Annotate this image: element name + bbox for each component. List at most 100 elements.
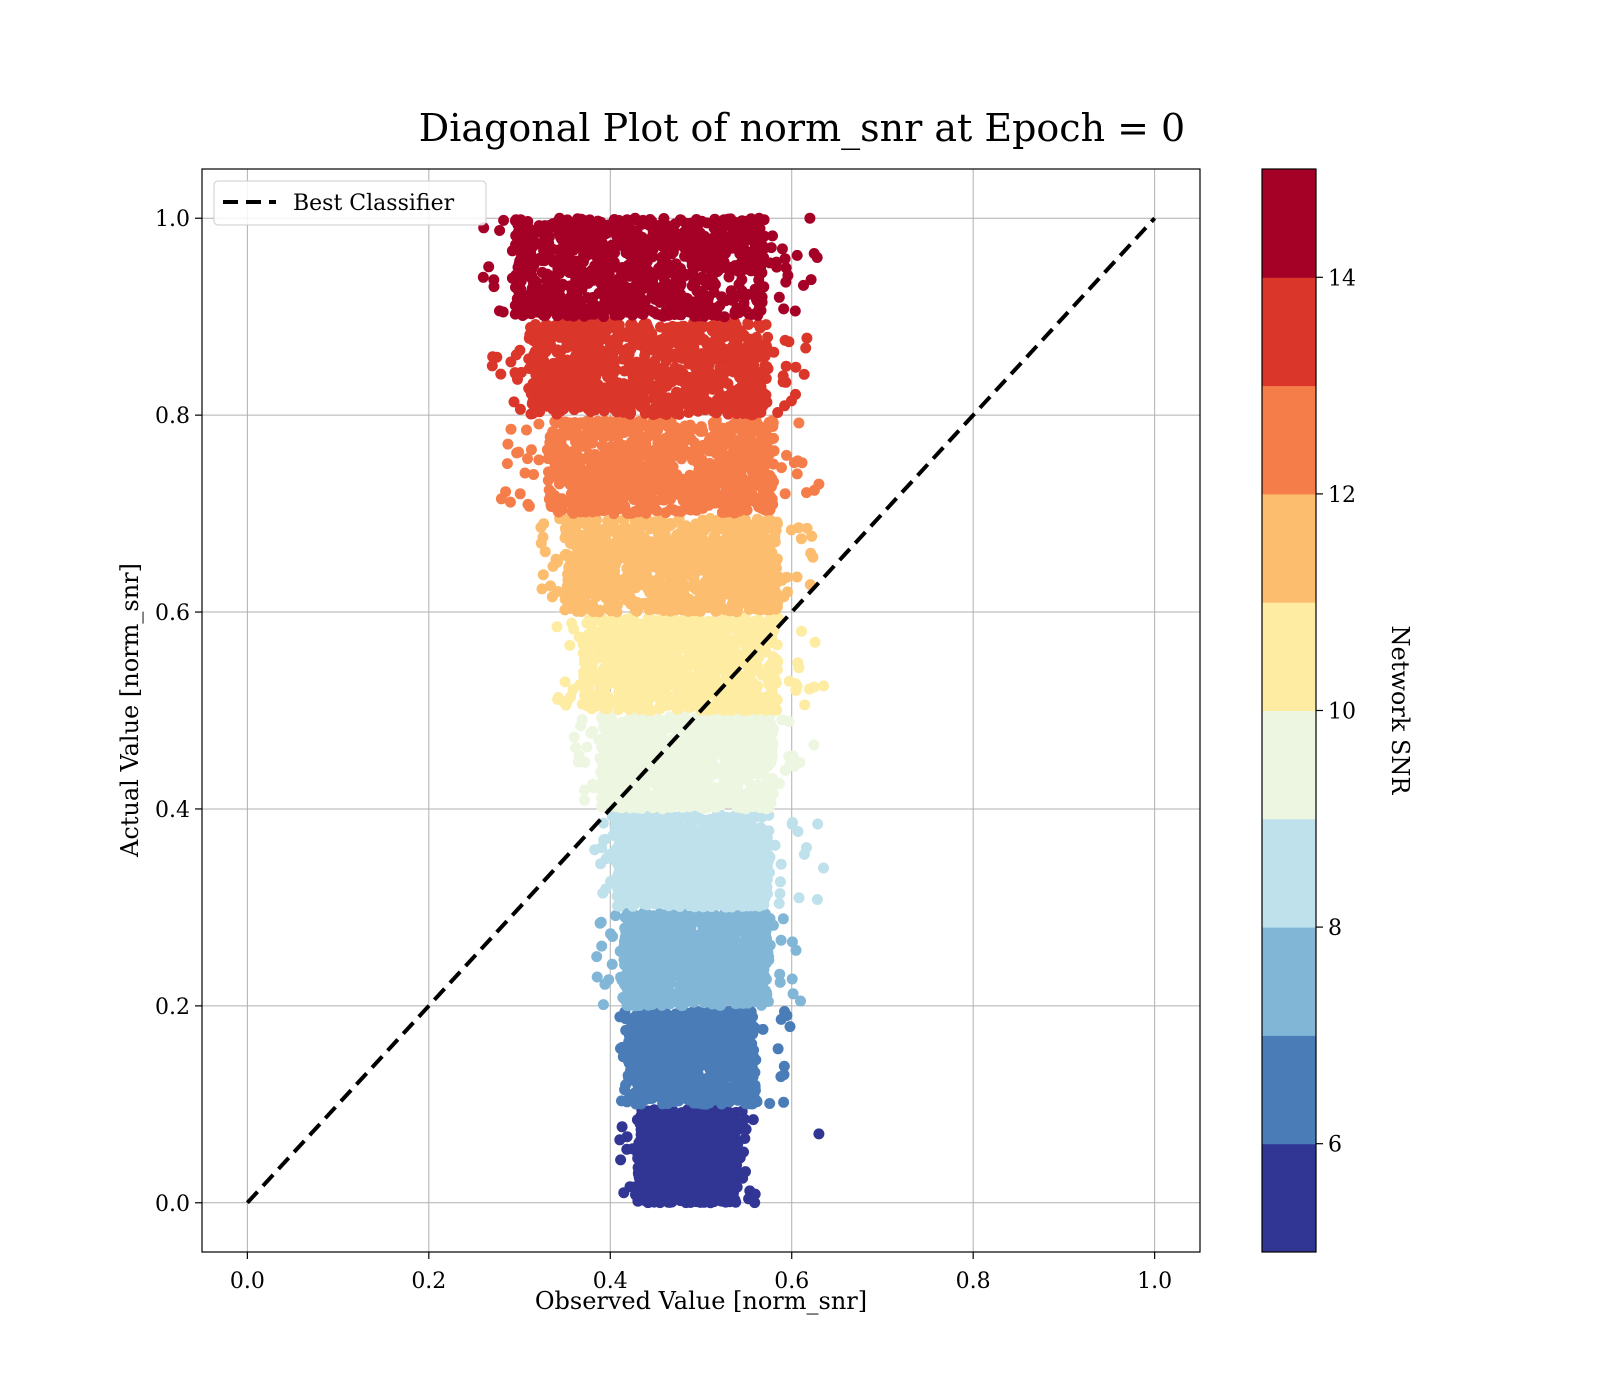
- scatter-point: [801, 842, 812, 854]
- scatter-point: [685, 884, 697, 896]
- scatter-point: [711, 1019, 723, 1031]
- scatter-point: [774, 876, 786, 888]
- scatter-point: [734, 1013, 746, 1025]
- scatter-point: [642, 836, 654, 848]
- scatter-point: [600, 853, 612, 865]
- scatter-point: [646, 1092, 658, 1104]
- scatter-point: [755, 980, 767, 992]
- scatter-point: [747, 871, 759, 883]
- scatter-point: [670, 940, 682, 952]
- scatter-point: [659, 781, 671, 793]
- scatter-point: [597, 999, 609, 1011]
- scatter-point: [644, 1054, 656, 1066]
- scatter-point: [744, 719, 756, 731]
- scatter-point: [775, 858, 787, 870]
- scatter-point: [706, 1177, 718, 1189]
- scatter-point: [692, 914, 704, 926]
- scatter-point: [808, 739, 820, 751]
- scatter-point: [597, 887, 609, 899]
- scatter-point: [568, 731, 580, 743]
- scatter-point: [683, 912, 695, 924]
- scatter-point: [711, 731, 723, 743]
- scatter-point: [712, 745, 724, 757]
- scatter-point: [727, 940, 738, 952]
- scatter-point: [627, 1143, 639, 1155]
- scatter-point: [619, 889, 631, 901]
- scatter-point: [772, 1043, 784, 1055]
- scatter-point: [638, 898, 650, 910]
- scatter-point: [749, 1197, 761, 1209]
- scatter-point: [710, 801, 722, 813]
- scatter-point: [617, 821, 629, 833]
- scatter-point: [698, 1089, 710, 1100]
- scatter-point: [751, 993, 763, 1005]
- scatter-point: [588, 782, 600, 794]
- scatter-point: [667, 917, 679, 929]
- scatter-point: [656, 857, 668, 869]
- scatter-point: [732, 981, 744, 992]
- scatter-point: [714, 962, 726, 974]
- scatter-point: [754, 785, 766, 797]
- scatter-point: [714, 718, 726, 730]
- scatter-point: [686, 950, 698, 961]
- scatter-point: [616, 846, 628, 858]
- scatter-point: [747, 929, 759, 941]
- scatter-point: [737, 746, 749, 758]
- scatter-point: [700, 1098, 712, 1110]
- scatter-point: [700, 716, 712, 728]
- scatter-point: [617, 992, 629, 1003]
- scatter-point: [812, 818, 824, 830]
- scatter-point: [684, 872, 696, 884]
- scatter-point: [667, 871, 679, 882]
- scatter-point: [705, 1152, 717, 1164]
- scatter-point: [651, 926, 663, 938]
- scatter-point: [690, 983, 702, 995]
- scatter-point: [644, 1066, 656, 1078]
- scatter-point: [607, 931, 619, 942]
- scatter-point: [735, 731, 747, 743]
- scatter-point: [665, 886, 677, 898]
- scatter-point: [669, 850, 681, 862]
- scatter-point: [784, 1021, 796, 1033]
- scatter-point: [695, 885, 707, 897]
- scatter-point: [635, 1098, 647, 1110]
- scatter-point: [735, 1146, 747, 1157]
- scatter-point: [664, 956, 676, 968]
- scatter-point: [669, 1149, 681, 1161]
- scatter-point: [616, 975, 628, 986]
- scatter-point: [696, 951, 708, 963]
- scatter-point: [631, 1032, 643, 1044]
- scatter-point: [671, 1134, 682, 1146]
- scatter-point: [687, 898, 699, 910]
- scatter-point: [715, 1153, 727, 1164]
- scatter-point: [774, 976, 786, 988]
- scatter-point: [736, 1089, 748, 1101]
- scatter-point: [781, 1010, 793, 1021]
- scatter-point: [722, 748, 734, 760]
- scatter-point: [757, 1023, 769, 1035]
- scatter-point: [787, 988, 799, 1000]
- scatter-point: [774, 888, 786, 900]
- scatter-point: [696, 747, 708, 759]
- scatter-point: [652, 1134, 664, 1146]
- scatter-point: [739, 1133, 751, 1144]
- scatter-point: [762, 735, 774, 746]
- scatter-point: [764, 939, 776, 951]
- scatter-point: [661, 984, 673, 996]
- scatter-point: [661, 840, 673, 851]
- scatter-point: [696, 1048, 707, 1059]
- scatter-point: [640, 853, 652, 865]
- scatter-point: [616, 756, 628, 767]
- scatter-point: [688, 1109, 700, 1121]
- scatter-point: [695, 860, 707, 872]
- scatter-point: [666, 792, 678, 804]
- scatter-point: [740, 1037, 752, 1049]
- scatter-point: [714, 1106, 726, 1118]
- scatter-point: [640, 1137, 652, 1148]
- scatter-point: [721, 978, 733, 990]
- scatter-point: [664, 759, 676, 771]
- scatter-point: [756, 763, 768, 775]
- scatter-point: [622, 1070, 634, 1081]
- scatter-point: [722, 993, 734, 1005]
- scatter-point: [666, 1062, 678, 1074]
